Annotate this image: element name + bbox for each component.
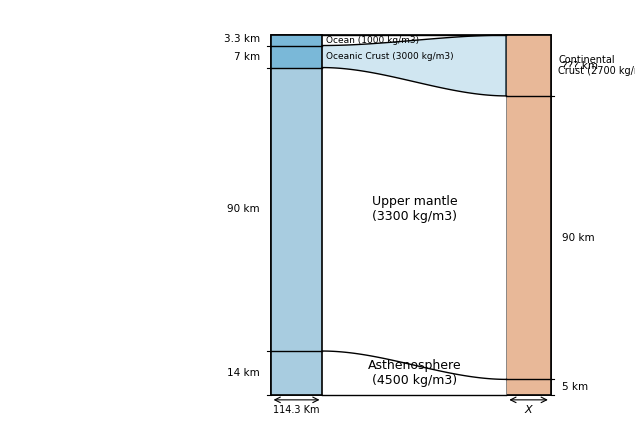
Polygon shape [323,35,507,96]
Bar [271,351,323,395]
Bar [271,45,323,68]
Polygon shape [323,68,507,379]
Text: Ocean (1000 kg/m3): Ocean (1000 kg/m3) [326,36,419,45]
Text: ??? km: ??? km [562,60,598,71]
Text: 7 km: 7 km [234,51,260,62]
Text: Oceanic Crust (3000 kg/m3): Oceanic Crust (3000 kg/m3) [326,52,453,61]
Text: Asthenosphere
(4500 kg/m3): Asthenosphere (4500 kg/m3) [368,359,461,387]
Text: Continental
Crust (2700 kg/m3): Continental Crust (2700 kg/m3) [558,55,635,76]
Text: 90 km: 90 km [227,204,260,214]
Text: 3.3 km: 3.3 km [224,34,260,44]
Text: 5 km: 5 km [562,382,588,392]
Polygon shape [323,351,507,395]
Bar [271,68,323,351]
Text: 14 km: 14 km [227,368,260,378]
Text: Upper mantle
(3300 kg/m3): Upper mantle (3300 kg/m3) [371,195,457,223]
Text: 114.3 Km: 114.3 Km [273,404,320,415]
Bar [507,35,551,395]
Bar [271,35,323,395]
Bar [271,35,551,395]
Text: X: X [525,404,532,415]
Text: 90 km: 90 km [562,233,594,243]
Bar [271,35,323,45]
